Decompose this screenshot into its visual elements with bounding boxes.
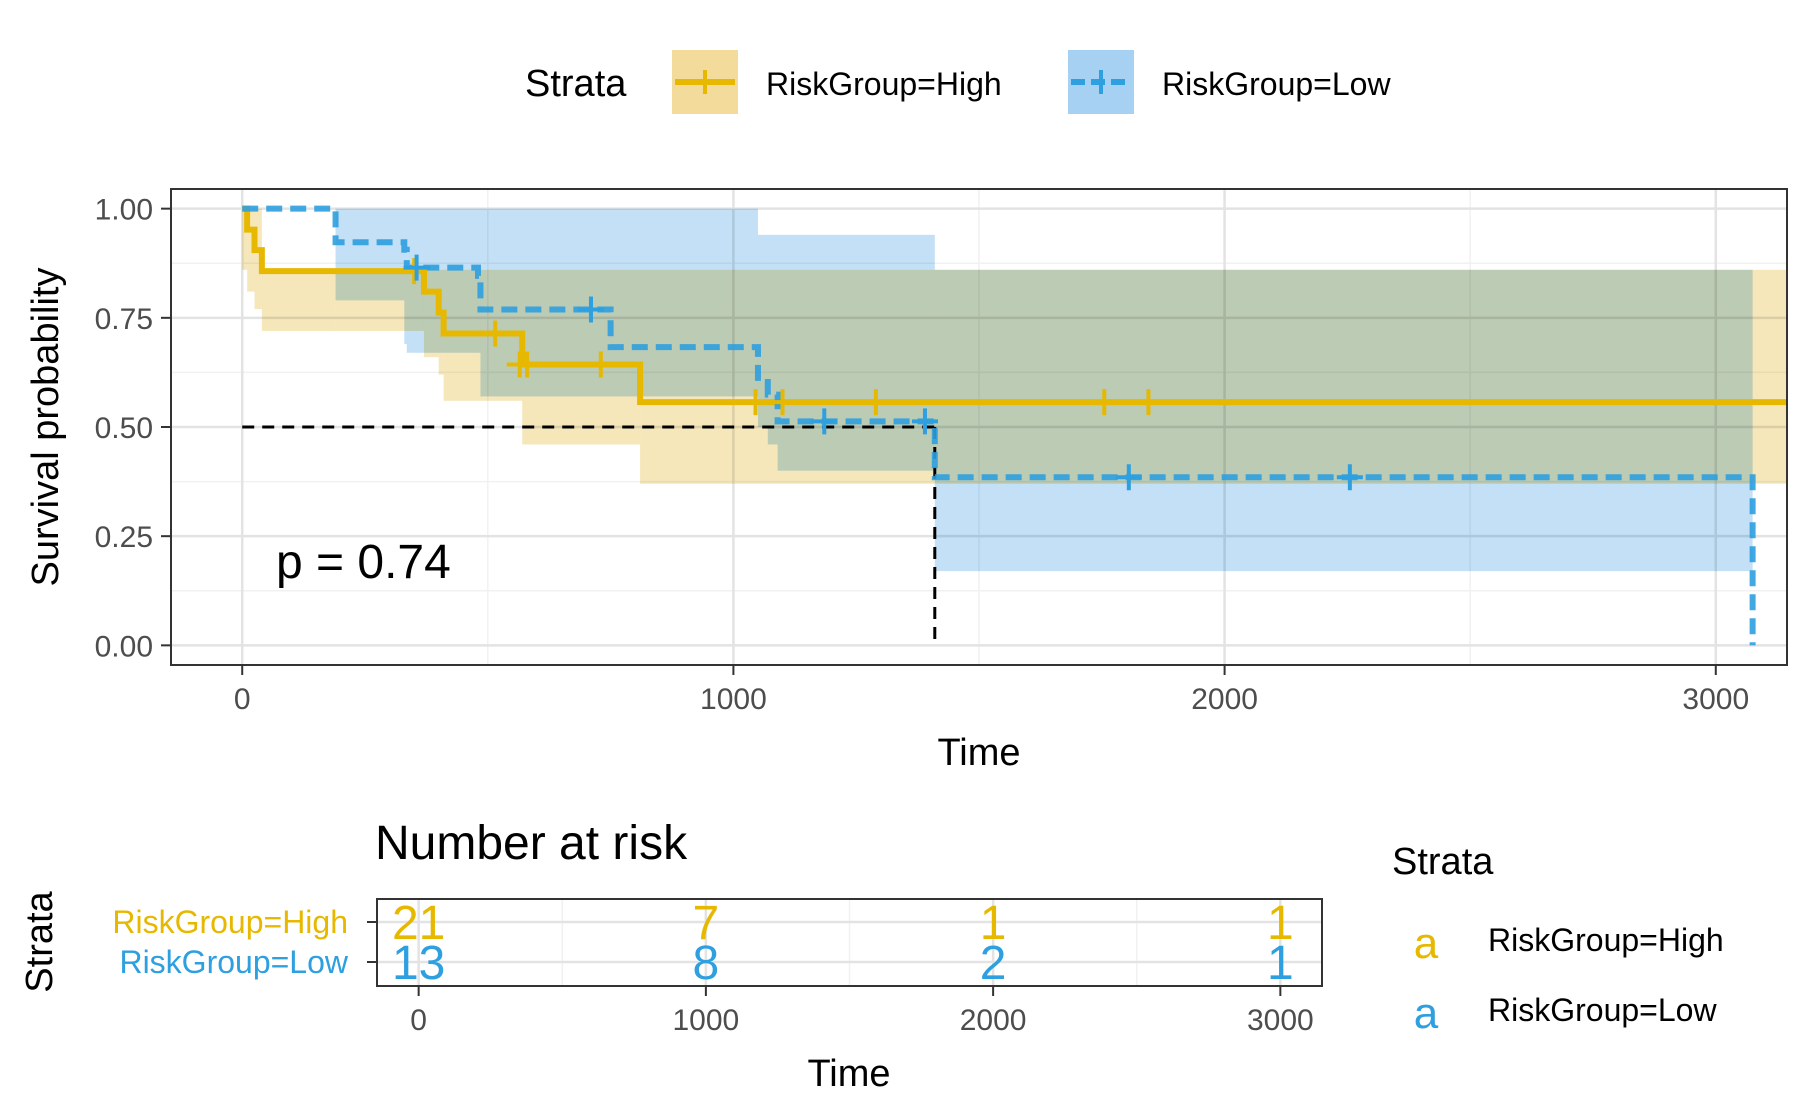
x-tick-label: 1000 [700,683,767,716]
censor-mark-high [769,389,796,416]
risk-count-low: 8 [693,937,720,990]
legend-label-high: RiskGroup=High [766,66,1002,102]
confidence-band-low [757,234,768,427]
confidence-band-high [242,208,248,270]
risk-table-grid [377,899,1322,986]
confidence-band-high [254,208,262,310]
risk-table-y-label: Strata [19,890,61,992]
legend-label-low: RiskGroup=Low [1162,66,1391,102]
risk-table-x-ticks: 0 1000 2000 3000 [410,986,1314,1037]
y-axis-ticks: 0.00 0.25 0.50 0.75 1.00 [95,194,171,663]
risk-count-low: 2 [980,937,1007,990]
censor-mark-high [862,389,889,416]
risk-row-label-low: RiskGroup=Low [119,944,348,980]
confidence-band-low [934,269,1753,572]
censor-mark-high [587,351,614,378]
survival-plot-panel: 0.00 0.25 0.50 0.75 1.00 0 1000 2000 3000 p = 0… [25,188,1788,774]
confidence-band-low [335,208,405,301]
confidence-band-low [404,208,407,345]
censor-mark-low [403,254,430,281]
x-axis-ticks: 0 1000 2000 3000 [234,665,1749,716]
strata-legend: Strata RiskGroup=High RiskGroup=Low [525,50,1391,114]
risk-row-label-high: RiskGroup=High [112,904,348,940]
risk-table-panel: Number at risk 21 7 1 113 8 2 1 RiskGroup=High… [19,817,1724,1095]
censor-mark-high [514,351,541,378]
censor-mark-high [401,258,428,285]
censor-mark-high [742,389,769,416]
p-value-annotation: p = 0.74 [276,536,451,589]
y-tick-label: 0.50 [95,412,153,445]
confidence-band-low [610,208,758,397]
risk-table-row-labels: RiskGroup=High RiskGroup=Low [112,904,377,980]
risk-table-legend: Strata a RiskGroup=High a RiskGroup=Low [1392,841,1724,1038]
risk-table-x-label: Time [807,1053,890,1095]
censor-marks [401,254,1363,491]
censor-mark-high [1135,389,1162,416]
y-axis-label: Survival probability [25,268,67,587]
risk-x-tick-label: 1000 [673,1004,740,1037]
survival-curve-high [242,205,1787,406]
confidence-band-low [477,208,481,353]
legend-title: Strata [525,63,627,105]
risk-count-high: 21 [392,897,445,950]
risk-x-tick-label: 3000 [1247,1004,1314,1037]
confidence-band-high [247,208,255,292]
risk-legend-symbol-high: a [1414,919,1439,968]
censor-mark-low [1115,464,1142,491]
risk-x-tick-label: 0 [410,1004,427,1037]
y-tick-label: 0.75 [95,303,153,336]
x-axis-label: Time [937,732,1020,774]
risk-table-border [376,898,1323,987]
risk-count-high: 1 [980,897,1007,950]
legend-key-low [1068,50,1134,114]
risk-count-high: 1 [1267,897,1294,950]
x-tick-label: 0 [234,683,251,716]
y-tick-label: 0.25 [95,521,153,554]
risk-legend-title: Strata [1392,841,1494,883]
censor-mark-low [811,408,838,435]
risk-x-tick-label: 2000 [960,1004,1027,1037]
x-tick-label: 3000 [1682,683,1749,716]
y-tick-label: 0.00 [95,630,153,663]
median-survival-lines [242,425,937,646]
risk-legend-label-high: RiskGroup=High [1488,922,1724,958]
confidence-band-low [767,234,778,445]
risk-table-title: Number at risk [375,817,688,870]
censor-mark-low [911,408,938,435]
risk-table-counts: 21 7 1 113 8 2 1 [392,897,1294,990]
risk-count-high: 7 [693,897,720,950]
y-tick-label: 1.00 [95,194,153,227]
confidence-band-low [777,234,935,471]
confidence-bands [242,208,1788,572]
confidence-band-high [261,269,336,331]
censor-mark-high [482,320,509,347]
x-tick-label: 2000 [1191,683,1258,716]
censor-mark-high [1091,389,1118,416]
risk-legend-label-low: RiskGroup=Low [1488,992,1717,1028]
risk-legend-symbol-low: a [1414,989,1439,1038]
legend-key-high [672,50,738,114]
risk-count-low: 13 [392,937,445,990]
censor-mark-low [577,296,604,323]
risk-count-low: 1 [1267,937,1294,990]
censor-mark-low [1336,464,1363,491]
